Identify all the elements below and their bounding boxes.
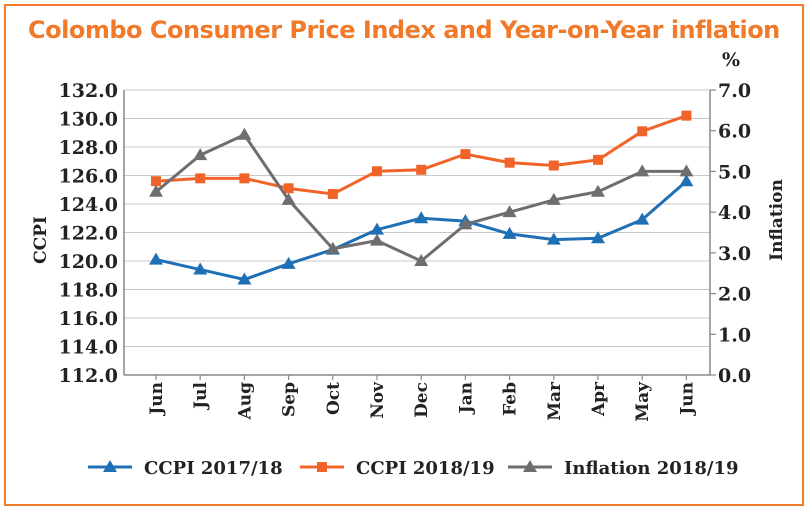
data-point (502, 205, 517, 218)
left-tick-label: 116.0 (59, 308, 119, 330)
legend: CCPI 2017/18 CCPI 2018/19 Inflation 2018/1… (88, 458, 739, 479)
data-point (635, 212, 650, 225)
data-point (546, 192, 561, 205)
left-tick-label: 128.0 (59, 137, 119, 159)
left-tick-label: 124.0 (59, 194, 119, 216)
data-point (548, 160, 559, 171)
right-axis-label: Inflation (767, 179, 787, 261)
left-axis-label: CCPI (31, 216, 51, 264)
chart-frame (4, 4, 804, 506)
series-1 (149, 174, 694, 285)
left-tick-label: 114.0 (59, 337, 119, 359)
left-tick-label: 122.0 (59, 223, 119, 245)
left-tick-label: 118.0 (59, 280, 119, 302)
grid-lines (124, 89, 710, 376)
data-point (193, 262, 208, 275)
series-2 (151, 110, 692, 200)
series-3 (149, 127, 694, 266)
data-point (460, 149, 471, 160)
series-line (155, 114, 687, 196)
left-tick-label: 112.0 (59, 365, 119, 387)
data-point (504, 157, 515, 168)
legend-item: Inflation 2018/19 (508, 458, 739, 479)
legend-marker (523, 460, 537, 472)
left-tick-label: 132.0 (59, 80, 119, 102)
data-point (502, 226, 517, 239)
data-point (681, 110, 692, 121)
x-tick-label: Jan (456, 382, 476, 415)
x-tick-label: Oct (324, 382, 344, 415)
data-point (325, 241, 340, 254)
axes (123, 90, 711, 376)
right-tick-label: 5.0 (718, 161, 751, 183)
x-tick-label: Aug (235, 382, 255, 421)
right-axis-ticks: 0.0 1.0 2.0 3.0 4.0 5.0 6.0 7.0 (710, 80, 751, 387)
left-tick-label: 126.0 (59, 166, 119, 188)
data-point (679, 164, 694, 177)
legend-label: CCPI 2018/19 (356, 458, 495, 479)
left-tick-label: 120.0 (59, 251, 119, 273)
data-point (370, 233, 384, 246)
data-point (458, 217, 473, 230)
chart-title: Colombo Consumer Price Index and Year-on… (28, 16, 780, 44)
data-point (281, 256, 296, 269)
data-point (637, 126, 648, 137)
x-tick-label: Mar (545, 381, 565, 421)
right-tick-label: 2.0 (718, 284, 751, 306)
data-point (414, 254, 429, 266)
data-point (195, 173, 206, 184)
x-tick-label: Apr (589, 381, 609, 417)
x-tick-label: Jun (677, 382, 697, 417)
data-point (591, 231, 605, 244)
left-axis-ticks: 112.0 114.0 116.0 118.0 120.0 122.0 124.0 126.0… (59, 80, 119, 387)
data-point (414, 211, 429, 224)
data-point (237, 127, 252, 140)
data-point (591, 184, 605, 197)
right-axis-unit: % (722, 49, 740, 71)
x-tick-label: Nov (368, 381, 388, 419)
data-point (372, 166, 382, 177)
right-tick-label: 0.0 (718, 365, 751, 387)
data-point (239, 173, 250, 184)
legend-item: CCPI 2018/19 (300, 458, 495, 479)
x-tick-label: Sep (280, 382, 300, 417)
data-point (679, 174, 694, 187)
data-point (546, 232, 561, 245)
left-tick-label: 130.0 (59, 109, 119, 131)
data-point (151, 176, 161, 187)
x-axis-ticks: Jun Jul Aug Sep Oct Nov Dec Jan Feb Mar Apr May Jun (147, 375, 697, 422)
x-tick-label: Jun (147, 382, 167, 417)
data-point (416, 164, 427, 175)
x-tick-label: Jul (191, 381, 211, 410)
right-tick-label: 1.0 (718, 324, 751, 346)
x-tick-label: Dec (412, 382, 432, 418)
data-point (635, 164, 650, 177)
x-tick-label: May (633, 381, 653, 422)
data-point (593, 154, 603, 165)
right-tick-label: 4.0 (718, 202, 751, 224)
legend-label: Inflation 2018/19 (564, 458, 739, 479)
data-point (149, 252, 163, 265)
x-tick-label: Feb (501, 382, 521, 416)
legend-marker (317, 462, 327, 472)
legend-label: CCPI 2017/18 (144, 458, 283, 479)
right-tick-label: 6.0 (718, 121, 751, 143)
data-point (193, 148, 208, 161)
legend-item: CCPI 2017/18 (88, 458, 283, 479)
right-tick-label: 3.0 (718, 243, 751, 265)
right-tick-label: 7.0 (718, 80, 751, 102)
data-point (281, 192, 296, 205)
series-group (149, 110, 694, 285)
data-point (283, 183, 294, 194)
data-point (370, 222, 384, 235)
data-point (237, 272, 252, 285)
legend-marker (103, 460, 117, 472)
data-point (327, 189, 338, 200)
data-point (149, 184, 163, 197)
